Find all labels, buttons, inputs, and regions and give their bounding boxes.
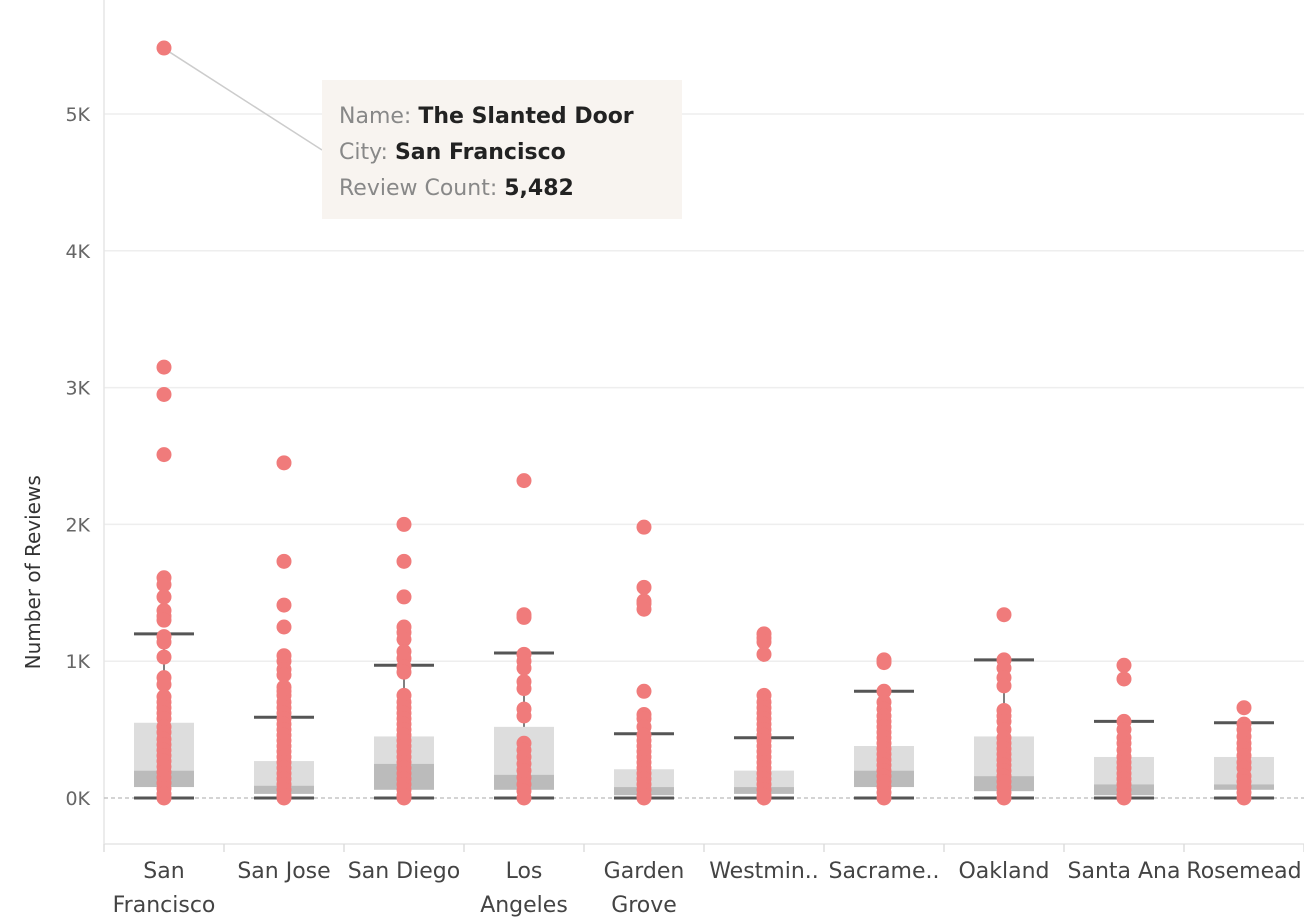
data-point <box>156 634 172 650</box>
gridlines <box>104 113 1304 662</box>
data-point <box>156 577 172 593</box>
data-point <box>156 676 172 692</box>
data-point <box>516 708 532 724</box>
data-point <box>156 40 172 56</box>
y-tick-label: 1K <box>65 651 90 673</box>
x-tick-label: Santa Ana <box>1068 859 1181 884</box>
data-point <box>516 609 532 625</box>
data-point <box>276 553 292 569</box>
x-tick-label: Grove <box>611 893 677 918</box>
data-point <box>516 681 532 697</box>
y-axis-label: Number of Reviews <box>21 475 45 669</box>
data-point <box>756 790 772 806</box>
data-point <box>1116 790 1132 806</box>
data-point <box>996 678 1012 694</box>
data-point <box>636 601 652 617</box>
y-tick-label: 0K <box>65 788 90 810</box>
data-point <box>276 597 292 613</box>
data-point <box>156 649 172 665</box>
data-point <box>876 790 892 806</box>
x-tick-label: Rosemead <box>1186 859 1301 884</box>
data-point <box>516 790 532 806</box>
data-point <box>636 683 652 699</box>
data-point <box>156 790 172 806</box>
x-tick-label: Los <box>506 859 543 884</box>
data-point <box>156 359 172 375</box>
data-point <box>396 631 412 647</box>
x-tick-label: San Diego <box>348 859 460 884</box>
y-tick-label: 3K <box>65 378 90 400</box>
x-tick-label: Sacrame.. <box>828 859 939 884</box>
data-point <box>276 667 292 683</box>
x-tick-label: Angeles <box>480 893 568 918</box>
data-point <box>756 646 772 662</box>
data-point <box>156 447 172 463</box>
data-point <box>876 683 892 699</box>
tooltip-count-row: Review Count: 5,482 <box>339 171 682 207</box>
data-point <box>156 589 172 605</box>
tooltip-city-label: City: <box>339 140 388 165</box>
data-point <box>1236 700 1252 716</box>
data-point <box>1116 657 1132 673</box>
tooltip-count-label: Review Count: <box>339 176 498 201</box>
data-point <box>156 612 172 628</box>
data-point <box>396 589 412 605</box>
x-tick-label: Oakland <box>958 859 1049 884</box>
tooltip-name-value: The Slanted Door <box>418 104 634 129</box>
data-point <box>876 655 892 671</box>
data-point <box>396 516 412 532</box>
x-tick-label: Westmin.. <box>709 859 819 884</box>
data-point <box>756 634 772 650</box>
data-point <box>996 790 1012 806</box>
data-point <box>636 519 652 535</box>
tooltip-city-row: City: San Francisco <box>339 135 682 171</box>
data-point <box>396 790 412 806</box>
tooltip-connector <box>167 50 323 151</box>
data-point <box>516 660 532 676</box>
data-point <box>156 386 172 402</box>
tooltip-name-row: Name: The Slanted Door <box>339 99 682 135</box>
data-point <box>636 579 652 595</box>
data-point <box>396 664 412 680</box>
point-tooltip: Name: The Slanted Door City: San Francis… <box>322 80 682 219</box>
data-point <box>1116 671 1132 687</box>
tooltip-name-label: Name: <box>339 104 412 129</box>
x-tick-label: Francisco <box>113 893 216 918</box>
data-point <box>1236 790 1252 806</box>
data-point <box>996 607 1012 623</box>
data-point <box>276 619 292 635</box>
data-point <box>396 553 412 569</box>
y-tick-label: 2K <box>65 514 90 536</box>
data-point <box>276 790 292 806</box>
y-tick-label: 4K <box>65 241 90 263</box>
data-point <box>636 790 652 806</box>
x-tick-label: Garden <box>604 859 685 884</box>
x-tick-label: San <box>143 859 184 884</box>
data-point <box>276 455 292 471</box>
data-point <box>516 473 532 489</box>
tooltip-city-value: San Francisco <box>394 140 566 165</box>
tooltip-count-value: 5,482 <box>504 176 574 201</box>
x-tick-label: San Jose <box>237 859 330 884</box>
y-tick-label: 5K <box>65 104 90 126</box>
